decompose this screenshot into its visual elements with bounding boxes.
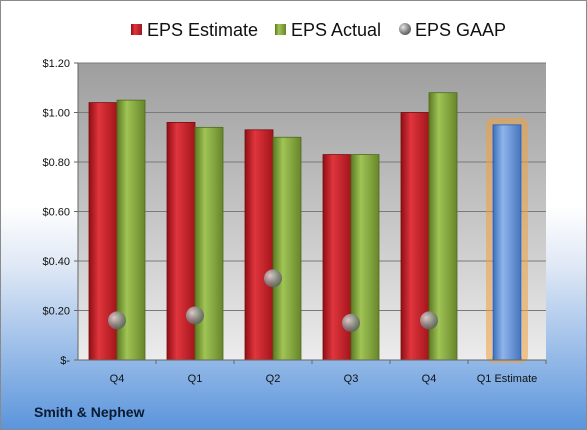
legend-swatch (399, 23, 411, 35)
x-tick-label: Q3 (344, 373, 359, 385)
y-tick-label: $1.00 (42, 108, 70, 120)
x-tick-label: Q4 (110, 373, 125, 385)
y-tick-label: $0.40 (42, 256, 70, 268)
point-eps-gaap (420, 311, 438, 330)
y-tick-label: $1.20 (42, 58, 70, 70)
point-eps-gaap (186, 306, 204, 325)
gridlines (78, 62, 546, 311)
point-eps-gaap (342, 313, 360, 332)
legend-swatch (131, 24, 142, 35)
y-tick-label: $0.80 (42, 157, 70, 169)
bar-eps-estimate (166, 122, 196, 361)
y-tick-label: $0.60 (42, 207, 70, 219)
bars (88, 92, 528, 363)
bar-next-estimate (492, 124, 522, 361)
x-tick-label: Q1 (188, 373, 203, 385)
axes: $- $0.20 $0.40 $0.60 $0.80 $1.00 $1.20 Q4 Q1 Q2 Q3… (42, 58, 547, 385)
y-tick-label: $0.20 (42, 306, 70, 318)
point-eps-gaap (264, 269, 282, 288)
legend-label: EPS Actual (291, 20, 381, 40)
y-tick-label: $- (60, 355, 70, 367)
x-tick-label: Q4 (422, 373, 437, 385)
legend-label: EPS Estimate (147, 20, 258, 40)
bar-eps-estimate (244, 129, 274, 361)
bar-eps-actual (272, 136, 302, 361)
x-tick-label: Q2 (266, 373, 281, 385)
legend: EPS Estimate EPS Actual EPS GAAP (131, 20, 506, 40)
bar-eps-actual (194, 126, 224, 361)
x-tick-label: Q1 Estimate (477, 373, 538, 385)
company-name: Smith & Nephew (34, 404, 145, 420)
legend-swatch (275, 24, 286, 35)
legend-label: EPS GAAP (415, 20, 506, 40)
point-eps-gaap (108, 311, 126, 330)
